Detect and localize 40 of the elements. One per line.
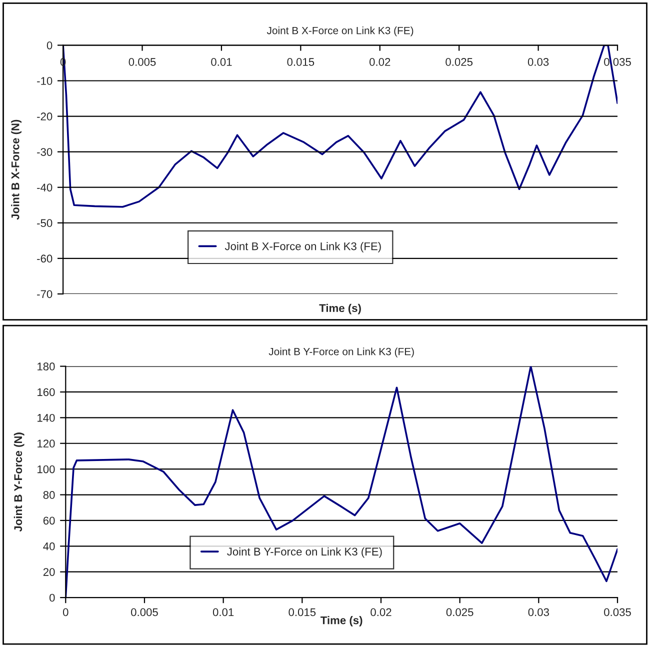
y-tick-label: 80 xyxy=(43,491,55,499)
y-tick-label: -10 xyxy=(37,77,52,85)
x-tick-label: 0.01 xyxy=(211,58,232,66)
x-tick-label: 0.005 xyxy=(131,608,158,616)
x-tick-label: 0.025 xyxy=(446,58,473,66)
y-tick-label: 160 xyxy=(38,388,55,396)
x-tick-label: 0.015 xyxy=(288,608,316,616)
x-tick-label: 0.01 xyxy=(212,608,234,616)
y-axis-title: Joint B X-Force (N) xyxy=(11,120,22,220)
y-tick-label: 20 xyxy=(43,568,55,576)
y-tick-label: 100 xyxy=(38,465,55,474)
x-tick-label: 0.03 xyxy=(528,58,549,66)
x-axis-title: Time (s) xyxy=(319,304,361,314)
legend-label: Joint B X-Force on Link K3 (FE) xyxy=(224,242,381,252)
chart-title: Joint B Y-Force on Link K3 (FE) xyxy=(268,348,414,358)
x-tick-label: 0.03 xyxy=(528,608,549,616)
y-tick-label: -70 xyxy=(37,290,52,298)
x-tick-label: 0.035 xyxy=(604,608,631,616)
x-tick-label: 0.015 xyxy=(287,58,314,66)
x-tick-label: 0 xyxy=(62,608,68,616)
y-tick-label: -40 xyxy=(37,184,52,192)
y-tick-label: 0 xyxy=(49,594,55,602)
y-tick-label: 0 xyxy=(46,41,52,50)
y-tick-label: -30 xyxy=(37,148,52,156)
x-tick-label: 0.02 xyxy=(370,608,392,616)
chart-title: Joint B X-Force on Link K3 (FE) xyxy=(266,26,414,36)
y-tick-label: -60 xyxy=(37,254,52,263)
x-axis-title: Time (s) xyxy=(320,616,362,626)
y-tick-label: -50 xyxy=(37,219,52,228)
legend-label: Joint B Y-Force on Link K3 (FE) xyxy=(227,547,382,558)
y-tick-label: 60 xyxy=(43,516,55,525)
y-tick-label: 40 xyxy=(43,542,55,550)
y-tick-label: 140 xyxy=(38,414,55,422)
y-tick-label: 120 xyxy=(38,440,55,448)
y-tick-label: 180 xyxy=(38,362,55,370)
x-tick-label: 0.02 xyxy=(370,58,390,66)
x-tick-label: 0.005 xyxy=(128,58,156,66)
y-axis-title: Joint B Y-Force (N) xyxy=(14,432,24,532)
x-tick-label: 0.025 xyxy=(446,608,474,616)
y-tick-label: -20 xyxy=(37,112,52,120)
